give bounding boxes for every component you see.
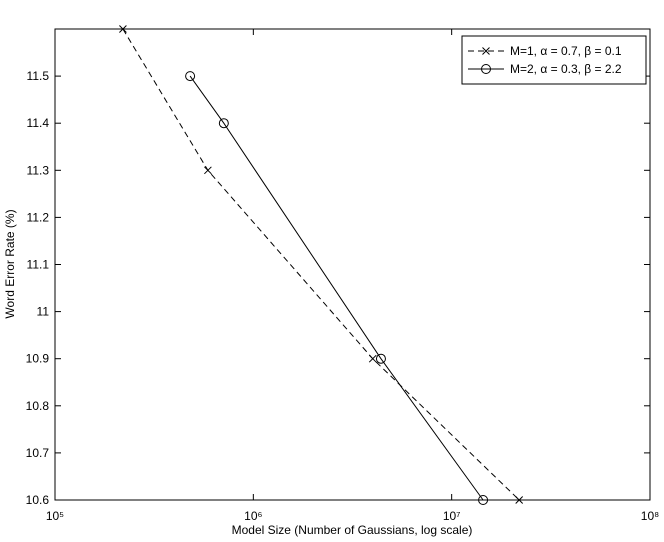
data-point xyxy=(375,353,386,364)
y-axis-label: Word Error Rate (%) xyxy=(3,209,17,318)
series-line xyxy=(189,75,484,501)
y-tick-label: 11.4 xyxy=(27,116,50,130)
data-point xyxy=(478,495,489,505)
legend-marker xyxy=(481,64,491,74)
legend xyxy=(461,35,647,85)
y-tick-label: 10.8 xyxy=(26,399,50,413)
legend-marker xyxy=(482,47,490,55)
y-tick-label: 11.1 xyxy=(27,258,50,272)
y-tick-label: 10.7 xyxy=(26,446,50,460)
data-point xyxy=(218,118,229,129)
y-tick-label: 11 xyxy=(37,305,50,319)
data-point xyxy=(368,354,377,363)
data-point xyxy=(204,166,212,175)
y-tick-label: 11.2 xyxy=(27,210,50,224)
data-point xyxy=(119,25,127,33)
y-tick-label: 11.3 xyxy=(27,163,50,177)
x-tick-label: 10⁷ xyxy=(443,509,461,523)
data-point xyxy=(515,496,524,504)
legend-label: M=1, α = 0.7, β = 0.1 xyxy=(510,44,622,58)
plot-frame xyxy=(54,28,651,501)
legend-label: M=2, α = 0.3, β = 2.2 xyxy=(510,62,622,76)
y-tick-label: 10.9 xyxy=(26,352,50,366)
x-axis-label: Model Size (Number of Gaussians, log sca… xyxy=(232,523,473,537)
y-tick-label: 10.6 xyxy=(26,493,50,507)
x-tick-label: 10⁵ xyxy=(46,509,64,523)
data-point xyxy=(185,71,196,82)
x-tick-label: 10⁶ xyxy=(244,509,262,523)
y-tick-label: 11.5 xyxy=(27,69,50,83)
series-line xyxy=(122,28,520,501)
x-tick-label: 10⁸ xyxy=(641,509,659,523)
